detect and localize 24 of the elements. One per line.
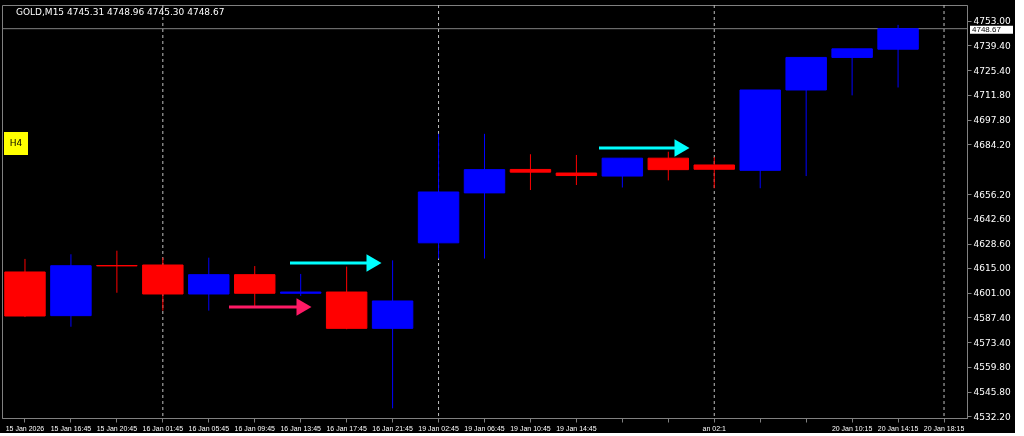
y-tick-label: 4532.20 [973, 411, 1011, 422]
annotation: H4 [9, 138, 23, 148]
ref-line-label: 4748.67 [972, 24, 1002, 34]
y-tick-label: 4697.80 [973, 115, 1011, 126]
y-tick-label: 4559.80 [973, 362, 1011, 373]
y-tick-label: 4642.60 [973, 213, 1011, 224]
y-tick-label: 4739.40 [973, 40, 1011, 51]
y-tick-label: 4711.80 [973, 90, 1011, 101]
y-tick-label: 4753.00 [973, 16, 1011, 27]
candlestick [96, 250, 138, 294]
candlestick [555, 154, 598, 186]
candlestick [693, 156, 735, 189]
chart-title: GOLD,M15 4745.31 4748.96 4745.30 4748.67 [16, 7, 225, 17]
y-tick-label: 4628.60 [973, 239, 1011, 250]
y-tick-label: 4656.20 [973, 189, 1011, 200]
y-tick-label: 4725.40 [973, 65, 1011, 76]
y-tick-label: 4545.80 [973, 387, 1011, 398]
y-tick-label: 4684.20 [973, 139, 1011, 150]
y-tick-label: 4587.40 [973, 312, 1011, 323]
y-tick-label: 4601.00 [973, 288, 1011, 299]
y-tick-label: 4573.40 [973, 337, 1011, 348]
candlestick [509, 153, 552, 191]
candlestick [279, 273, 322, 297]
y-tick-label: 4615.00 [973, 263, 1011, 274]
